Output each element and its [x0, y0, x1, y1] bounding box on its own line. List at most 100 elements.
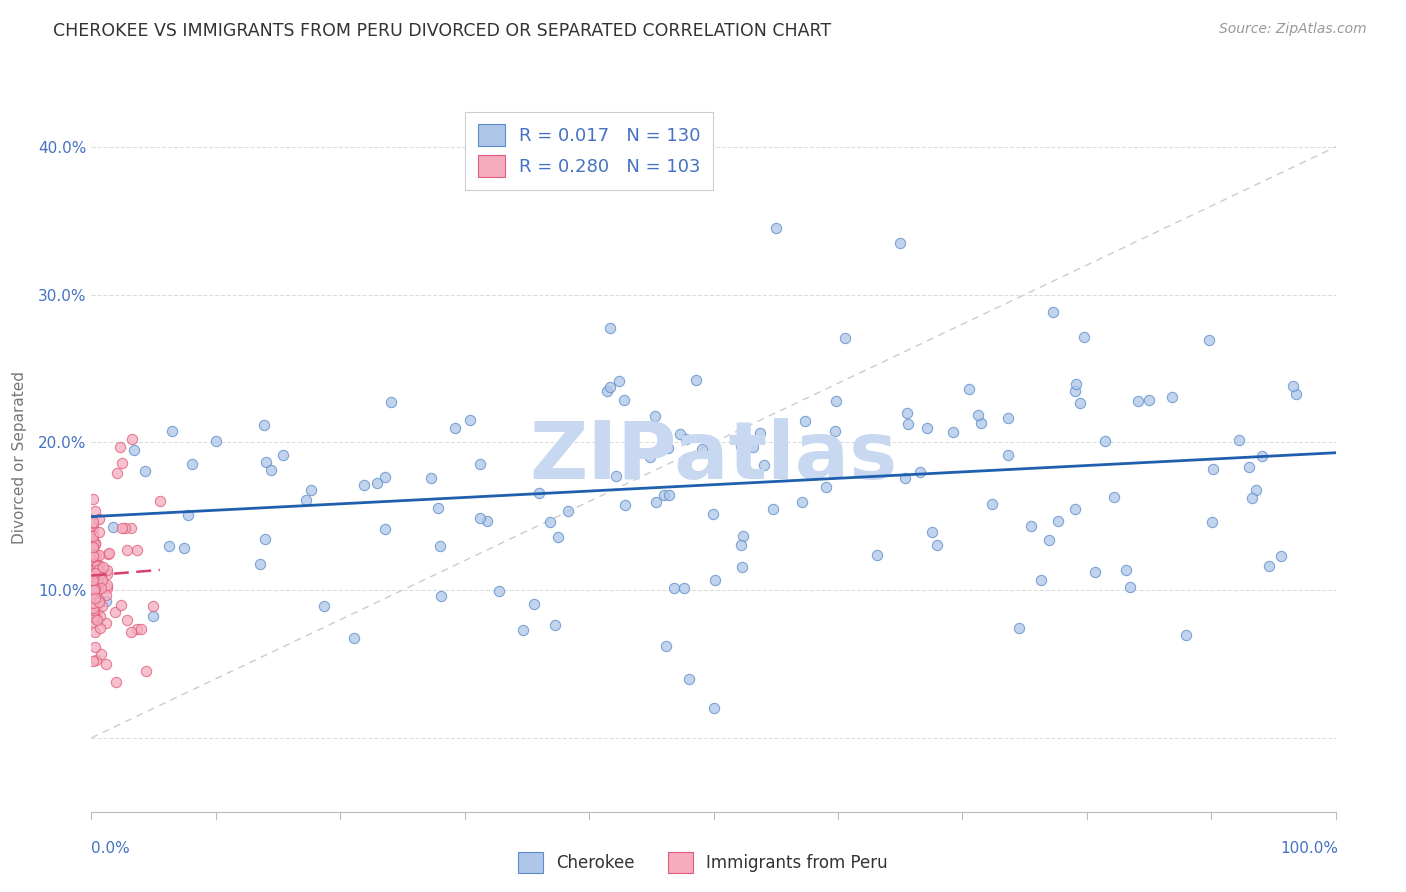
Point: [353, 478, 375, 492]
Point: [96, 578, 118, 592]
Point: [104, 675, 127, 690]
Point: [82, 538, 104, 552]
Point: [1174, 627, 1197, 641]
Point: [605, 469, 627, 483]
Point: [997, 448, 1019, 462]
Point: [101, 520, 124, 534]
Point: [91, 599, 114, 613]
Point: [824, 424, 846, 438]
Point: [83, 603, 105, 617]
Text: 0.0%: 0.0%: [91, 841, 131, 856]
Point: [260, 463, 283, 477]
Point: [793, 414, 815, 428]
Point: [1198, 333, 1220, 347]
Point: [82, 528, 104, 542]
Point: [82, 596, 104, 610]
Point: [1038, 533, 1060, 548]
Point: [82, 547, 104, 561]
Point: [82, 540, 104, 554]
Point: [690, 442, 713, 456]
Point: [1244, 483, 1267, 497]
Point: [685, 373, 707, 387]
Point: [87, 576, 110, 591]
Point: [82, 516, 104, 531]
Point: [96, 563, 118, 577]
Point: [1046, 515, 1069, 529]
Point: [98, 546, 121, 560]
Point: [967, 409, 990, 423]
Point: [599, 380, 621, 394]
Point: [104, 605, 127, 619]
Point: [544, 618, 567, 632]
Point: [678, 672, 700, 686]
Point: [86, 562, 108, 576]
Point: [596, 384, 619, 398]
Point: [94, 594, 117, 608]
Point: [125, 543, 148, 558]
Point: [640, 450, 662, 464]
Point: [82, 532, 104, 546]
Point: [644, 409, 666, 423]
Point: [177, 508, 200, 523]
Point: [1084, 565, 1107, 579]
Point: [122, 442, 145, 457]
Point: [83, 569, 105, 583]
Point: [1202, 461, 1225, 475]
Point: [1137, 393, 1160, 408]
Point: [84, 625, 107, 640]
Point: [82, 535, 104, 549]
Point: [105, 466, 128, 480]
Point: [921, 524, 943, 539]
Point: [866, 548, 889, 562]
Point: [86, 613, 108, 627]
Point: [84, 591, 107, 606]
Point: [84, 582, 107, 596]
Point: [1019, 519, 1042, 533]
Point: [762, 501, 785, 516]
Point: [254, 455, 277, 469]
Point: [83, 587, 105, 601]
Point: [343, 631, 366, 645]
Point: [84, 548, 107, 562]
Point: [749, 426, 772, 441]
Point: [547, 530, 569, 544]
Point: [294, 493, 316, 508]
Point: [312, 599, 335, 613]
Point: [82, 615, 104, 630]
Point: [83, 607, 105, 622]
Point: [83, 503, 105, 517]
Point: [82, 541, 104, 555]
Point: [115, 542, 138, 557]
Point: [1241, 491, 1264, 505]
Point: [180, 458, 202, 472]
Point: [82, 560, 104, 574]
Point: [894, 471, 917, 485]
Point: [115, 613, 138, 627]
Point: [420, 470, 443, 484]
Point: [96, 588, 118, 602]
Point: [160, 424, 183, 438]
Point: [458, 413, 481, 427]
Point: [1128, 394, 1150, 409]
Point: [475, 514, 498, 528]
Point: [380, 394, 402, 409]
Point: [84, 537, 107, 551]
Point: [83, 549, 105, 563]
Point: [897, 417, 920, 431]
Point: [83, 538, 105, 552]
Legend: R = 0.017   N = 130, R = 0.280   N = 103: R = 0.017 N = 130, R = 0.280 N = 103: [465, 112, 713, 190]
Point: [82, 549, 104, 564]
Point: [89, 511, 111, 525]
Point: [488, 583, 510, 598]
Point: [90, 581, 112, 595]
Point: [127, 622, 149, 636]
Point: [1029, 574, 1052, 588]
Point: [135, 664, 157, 678]
Point: [1251, 450, 1274, 464]
Point: [94, 657, 117, 671]
Point: [87, 595, 110, 609]
Point: [82, 553, 104, 567]
Point: [82, 527, 104, 541]
Point: [86, 612, 108, 626]
Point: [1119, 580, 1142, 594]
